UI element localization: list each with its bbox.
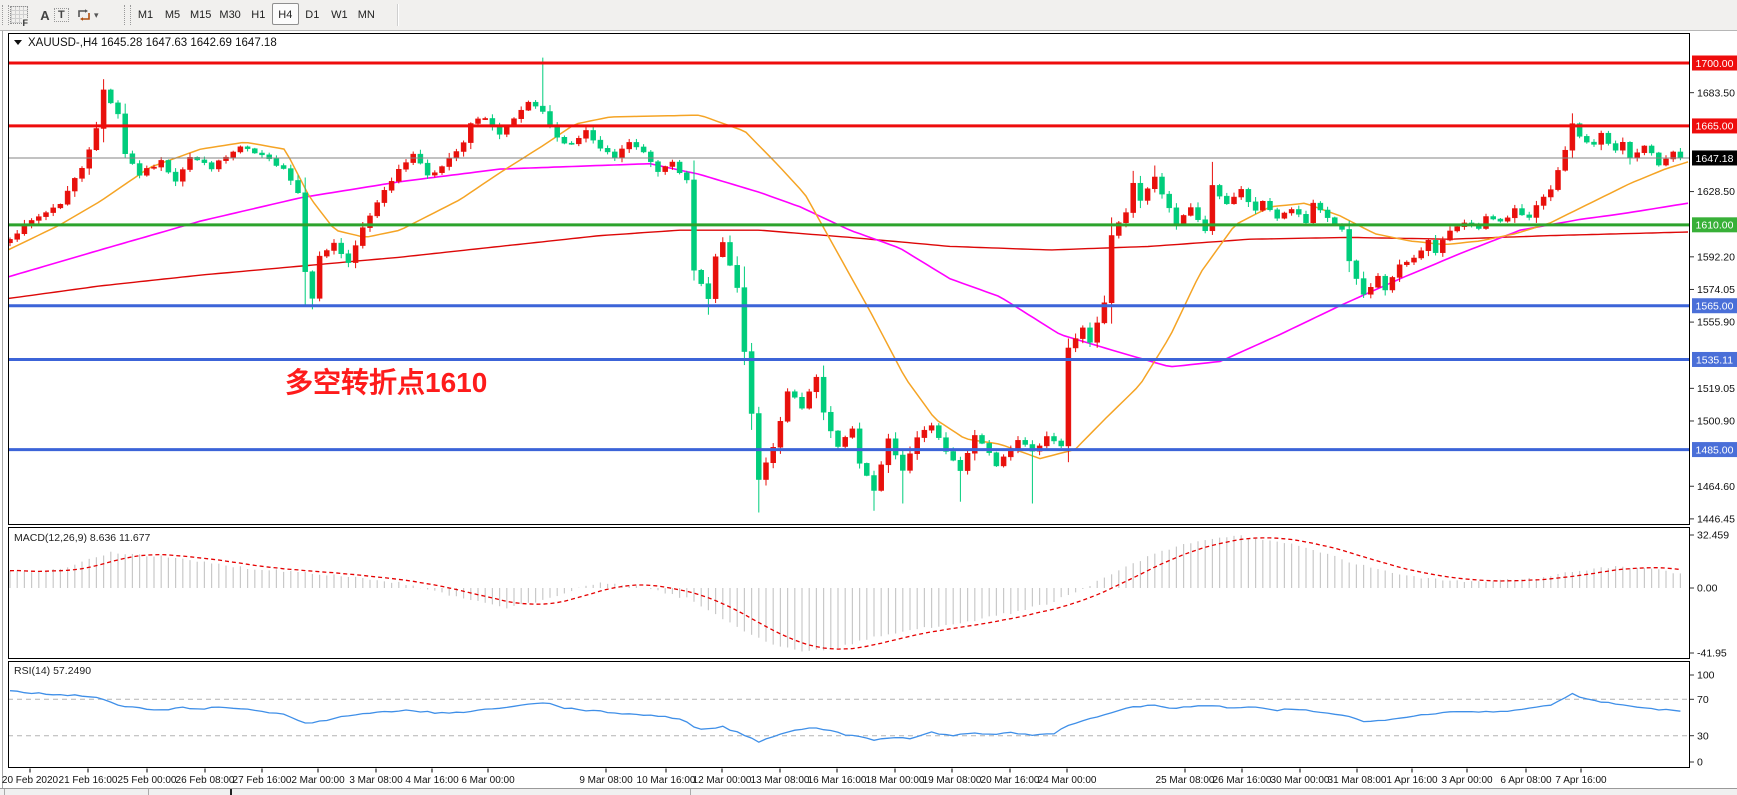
toolbar-drag-handle[interactable] [2,5,9,25]
timeframe-group-drag-handle[interactable] [124,5,131,25]
annotation-text[interactable]: 多空转折点1610 [285,366,487,398]
timeframe-toolbar: M1 M5 M15 M30 H1 H4 D1 W1 MN [132,3,380,27]
timeframe-button-m15[interactable]: M15 [186,3,215,25]
dropdown-caret-icon: ▾ [94,9,99,20]
timeframe-button-w1[interactable]: W1 [326,3,353,25]
date-label: 6 Mar 00:00 [461,775,515,786]
timeframe-button-d1[interactable]: D1 [299,3,326,25]
price-tick-label: 1446.45 [1697,513,1735,525]
date-label: 18 Mar 00:00 [866,775,925,786]
toolbar-separator [397,4,399,26]
rsi-plot [9,690,1689,743]
toolbar: F A T ▾ M1 M5 M15 M30 H1 H4 D1 W1 MN [0,0,1737,31]
rsi-axis-label: 0 [1697,757,1703,769]
timeframe-button-h1[interactable]: H1 [245,3,272,25]
rsi-axis-label: 100 [1697,670,1715,682]
macd-plot [9,535,1682,652]
price-badge-1700.00 [1692,55,1737,71]
date-label: 24 Mar 00:00 [1038,775,1097,786]
date-label: 3 Apr 00:00 [1441,775,1493,786]
timeframe-button-m5[interactable]: M5 [159,3,186,25]
price-tick-label: 1628.50 [1697,186,1735,198]
date-label: 9 Mar 08:00 [579,775,633,786]
price-tick-label: 1519.05 [1697,383,1735,395]
date-label: 21 Feb 16:00 [59,775,118,786]
price-badge-label: 1665.00 [1696,121,1734,133]
price-badge-label: 1647.18 [1696,153,1734,165]
status-strip-segment [4,789,5,795]
date-label: 12 Mar 00:00 [693,775,752,786]
grid-f-icon[interactable]: F [10,3,29,28]
chart-title: XAUUSD-,H4 1645.28 1647.63 1642.69 1647.… [28,37,277,49]
status-strip [0,788,1737,795]
date-label: 3 Mar 08:00 [349,775,403,786]
date-label: 31 Mar 08:00 [1328,775,1387,786]
price-tick-label: 1464.60 [1697,481,1735,493]
price-badge-1535.11 [1692,351,1737,367]
date-label: 16 Mar 16:00 [808,775,867,786]
macd-axis-label: 32.459 [1697,530,1729,542]
price-tick-label: 1574.05 [1697,284,1735,296]
date-label: 20 Feb 2020 [2,775,59,786]
date-label: 6 Apr 08:00 [1500,775,1552,786]
timeframe-button-mn[interactable]: MN [353,3,380,25]
timeframe-button-m30[interactable]: M30 [215,3,244,25]
date-label: 10 Mar 16:00 [637,775,696,786]
candles [9,57,1684,513]
date-label: 26 Feb 08:00 [176,775,235,786]
date-label: 30 Mar 00:00 [1271,775,1330,786]
date-label: 26 Mar 16:00 [1213,775,1272,786]
rsi-axis-label: 30 [1697,730,1709,742]
macd-axis-label: 0.00 [1697,583,1718,595]
panel-frames [8,33,1690,768]
rsi-axis-label: 70 [1697,694,1709,706]
date-label: 7 Apr 16:00 [1555,775,1607,786]
price-badge-label: 1535.11 [1696,354,1733,366]
price-tick-label: 1592.20 [1697,251,1735,263]
price-badge-1610.00 [1692,217,1737,233]
date-label: 4 Mar 16:00 [405,775,459,786]
price-scale: 1683.50 1628.50 1592.20 1574.05 1555.90 1519.… [1690,55,1737,769]
price-badge-1665.00 [1692,118,1737,134]
font-tool-icon[interactable]: A [40,7,50,23]
date-label: 1 Apr 16:00 [1386,775,1438,786]
grid-f-icon-label: F [21,18,29,28]
color-cycle-arrows-icon [78,9,90,21]
macd-axis-label: -41.95 [1697,648,1727,660]
price-badge-label: 1565.00 [1696,301,1734,313]
timeframe-button-h4[interactable]: H4 [271,3,299,25]
date-label: 27 Feb 16:00 [233,775,292,786]
color-scheme-icon[interactable]: ▾ [76,3,99,27]
time-scale[interactable]: 20 Feb 2020 21 Feb 16:00 25 Feb 00:00 26 Fe… [2,768,1607,787]
window-left-edge [2,31,3,789]
symbol-dropdown-icon[interactable] [14,40,22,45]
price-badge-label: 1485.00 [1696,444,1734,456]
text-label-tool-icon[interactable]: T [54,3,69,27]
text-label-tool-glyph: T [54,8,69,22]
date-label: 13 Mar 08:00 [751,775,810,786]
price-badge-label: 1700.00 [1696,58,1734,70]
moving-averages [9,114,1689,460]
timeframe-button-m1[interactable]: M1 [132,3,159,25]
price-tick-label: 1500.90 [1697,416,1735,428]
status-strip-segment [690,789,691,795]
status-strip-segment [230,789,232,795]
status-strip-segment [148,789,149,795]
macd-label: MACD(12,26,9) 8.636 11.677 [14,532,151,544]
price-tick-label: 1683.50 [1697,87,1735,99]
price-badge-1647.18 [1692,150,1737,166]
price-badge-1565.00 [1692,298,1737,314]
rsi-label: RSI(14) 57.2490 [14,665,91,677]
date-label: 19 Mar 08:00 [923,775,982,786]
price-tick-label: 1555.90 [1697,317,1735,329]
price-badge-label: 1610.00 [1696,220,1734,232]
price-badge-1485.00 [1692,442,1737,458]
date-label: 2 Mar 00:00 [291,775,345,786]
date-label: 25 Mar 08:00 [1156,775,1215,786]
date-label: 20 Mar 16:00 [981,775,1040,786]
horizontal-level-lines[interactable] [8,61,1690,452]
date-label: 25 Feb 00:00 [118,775,177,786]
